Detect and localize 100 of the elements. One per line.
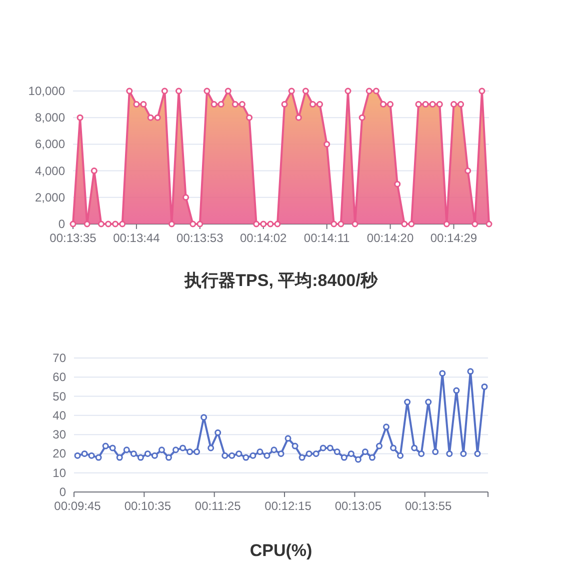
point	[242, 454, 250, 461]
point	[320, 444, 326, 452]
x-tick-label: 00:14:02	[240, 231, 288, 245]
point	[180, 444, 186, 452]
point	[253, 220, 260, 228]
point	[270, 446, 278, 454]
point	[222, 452, 228, 459]
point	[84, 220, 90, 228]
point	[137, 454, 144, 461]
point	[486, 220, 492, 228]
point	[250, 452, 256, 459]
point	[450, 101, 457, 108]
point	[168, 220, 175, 228]
point	[481, 383, 488, 390]
point	[295, 114, 302, 121]
point	[425, 398, 432, 406]
point	[401, 220, 408, 228]
point	[151, 452, 158, 459]
point	[312, 450, 320, 457]
point	[474, 450, 481, 457]
y-tick-label: 30	[52, 428, 66, 442]
point	[352, 220, 358, 228]
y-tick-label: 20	[52, 446, 66, 461]
point	[210, 101, 218, 108]
point	[165, 454, 172, 461]
point	[411, 444, 418, 452]
point	[288, 88, 295, 94]
point	[236, 450, 242, 457]
point	[246, 114, 253, 121]
point	[95, 454, 102, 461]
point	[348, 450, 354, 457]
point	[453, 387, 460, 394]
x-tick-label: 00:13:05	[334, 499, 382, 513]
point	[366, 88, 372, 94]
y-tick-label: 6,000	[34, 137, 66, 152]
point	[292, 442, 298, 450]
y-tick-label: 70	[52, 351, 66, 365]
y-tick-label: 10	[52, 466, 66, 480]
point	[380, 101, 386, 108]
point	[278, 450, 284, 457]
point	[102, 442, 109, 450]
text: 执行器TPS, 平均:8400/秒	[184, 271, 378, 290]
point	[439, 370, 446, 377]
y-tick-label: 8,000	[34, 110, 66, 125]
y-tick-label: 60	[52, 370, 66, 384]
point	[264, 452, 270, 459]
point	[176, 88, 182, 94]
x-tick-label: 00:14:29	[430, 231, 478, 245]
x-tick-label: 00:12:15	[264, 499, 312, 513]
x-tick-label: 00:14:11	[304, 231, 350, 245]
point	[126, 88, 133, 94]
point	[88, 452, 95, 459]
point	[306, 450, 312, 457]
point	[130, 450, 137, 457]
point	[334, 448, 340, 456]
point	[158, 446, 165, 454]
point	[214, 429, 222, 436]
y-tick-label: 2,000	[34, 190, 66, 204]
point	[281, 101, 288, 108]
y-tick-label: 0	[58, 217, 66, 231]
point	[446, 450, 453, 457]
point	[372, 88, 380, 94]
point	[204, 88, 210, 94]
point	[415, 101, 422, 108]
point	[394, 180, 401, 188]
point	[190, 220, 196, 228]
point	[408, 220, 415, 228]
point	[478, 88, 486, 94]
point	[232, 101, 238, 108]
point	[274, 220, 281, 228]
y-tick-label: 4,000	[34, 164, 66, 178]
point	[326, 444, 334, 452]
point	[267, 220, 274, 228]
point	[309, 101, 316, 108]
point	[194, 448, 200, 456]
point	[109, 444, 116, 452]
point	[429, 101, 436, 108]
x-tick-label: 00:13:44	[113, 231, 160, 245]
x-tick-label: 00:11:25	[194, 499, 242, 513]
point	[144, 450, 151, 457]
y-tick-label: 0	[59, 485, 66, 499]
point	[196, 220, 204, 228]
point	[228, 452, 236, 459]
x-tick-label: 00:09:45	[54, 499, 102, 513]
point	[186, 448, 194, 456]
point	[368, 454, 376, 461]
point	[208, 444, 214, 452]
point	[105, 220, 112, 228]
point	[464, 168, 472, 174]
point	[112, 220, 119, 228]
point	[76, 114, 84, 121]
y-tick-label: 40	[52, 408, 66, 422]
x-tick-label: 00:13:35	[50, 231, 97, 245]
point	[98, 220, 104, 228]
point	[418, 450, 425, 457]
point	[432, 448, 439, 456]
point	[472, 220, 478, 228]
point	[436, 101, 443, 108]
point	[154, 114, 161, 121]
point	[338, 220, 344, 228]
